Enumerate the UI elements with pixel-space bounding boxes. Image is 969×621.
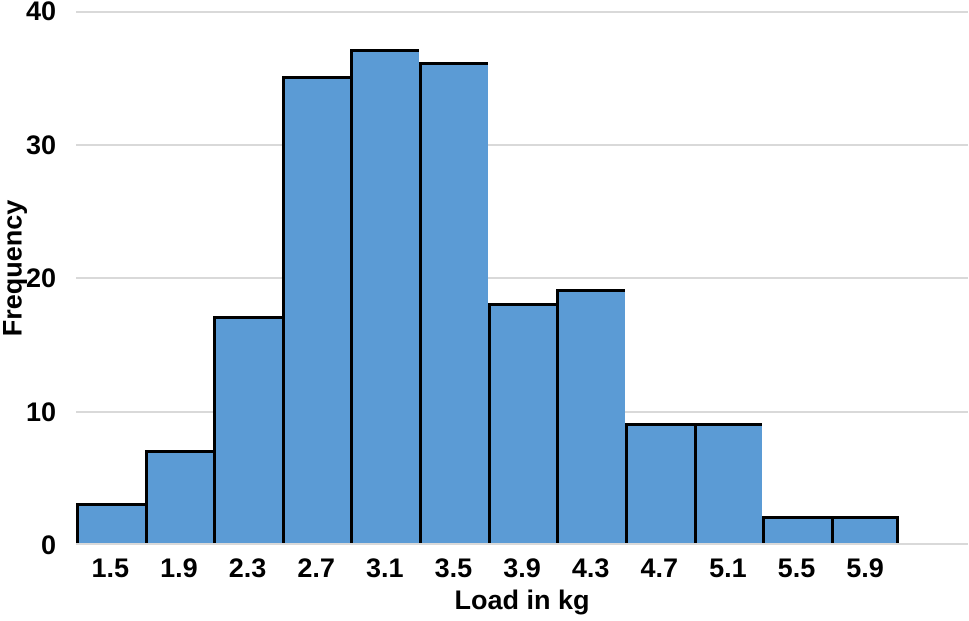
bar — [281, 75, 351, 543]
x-tick-label: 4.7 — [640, 553, 678, 583]
gridline — [76, 144, 968, 146]
bar — [693, 422, 763, 543]
bar — [487, 302, 557, 543]
y-tick-label: 10 — [25, 396, 56, 427]
y-tick-label: 40 — [25, 0, 56, 26]
gridline — [76, 11, 968, 13]
y-tick-label: 0 — [40, 530, 56, 560]
bar — [624, 422, 694, 543]
x-tick-label: 5.1 — [709, 553, 747, 583]
x-tick-label: 2.3 — [228, 553, 267, 583]
x-tick-label: 3.9 — [503, 553, 541, 583]
x-tick-label: 3.5 — [434, 553, 473, 583]
y-tick-label: 20 — [25, 263, 56, 293]
plot-area — [76, 11, 968, 545]
x-axis-baseline — [76, 543, 968, 545]
gridline — [76, 277, 968, 279]
bar — [213, 316, 282, 543]
bar — [76, 502, 145, 543]
bar — [350, 49, 420, 543]
x-axis-title: Load in kg — [454, 585, 590, 615]
x-tick-label: 4.3 — [571, 553, 610, 583]
y-tick-label: 30 — [25, 129, 56, 160]
x-tick-label: 1.9 — [160, 553, 198, 583]
x-tick-label: 1.5 — [91, 553, 130, 583]
bar — [762, 516, 831, 543]
x-tick-label: 3.1 — [365, 553, 404, 583]
bar — [419, 62, 488, 543]
bar — [144, 449, 214, 543]
bar — [830, 516, 900, 543]
x-tick-label: 2.7 — [297, 553, 335, 583]
bar — [556, 289, 625, 543]
x-tick-label: 5.5 — [777, 553, 816, 583]
x-tick-label: 5.9 — [846, 553, 884, 583]
